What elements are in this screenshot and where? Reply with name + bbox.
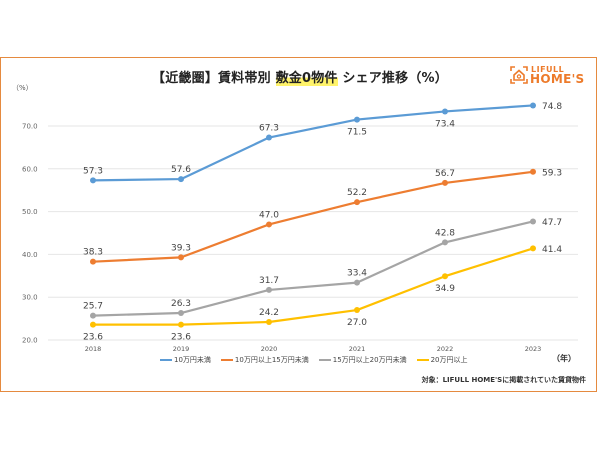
series-line <box>92 104 534 182</box>
y-tick-label: 60.0 <box>22 165 38 173</box>
data-point <box>266 319 272 326</box>
title-highlight: 敷金0物件 <box>275 71 338 86</box>
chart-legend: 10万円未満 10万円以上15万円未満 15万円以上20万円未満 20万円以上 <box>160 355 468 365</box>
y-tick-label: 30.0 <box>22 294 38 302</box>
data-label: 41.4 <box>542 245 562 255</box>
x-tick-label: 2020 <box>261 345 278 353</box>
logo-text-big: HOME'S <box>530 72 585 86</box>
x-tick-label: 2022 <box>437 345 454 353</box>
data-point <box>530 245 536 252</box>
chart-frame <box>0 57 597 392</box>
data-point <box>354 116 360 123</box>
footnote: 対象：LIFULL HOME'Sに掲載されていた賃貸物件 <box>421 376 586 384</box>
data-label: 67.3 <box>259 124 279 134</box>
title-suffix: シェア推移（%） <box>337 71 448 86</box>
chart-title: 【近畿圏】賃料帯別 敷金0物件 シェア推移（%） <box>0 67 600 86</box>
legend-label: 15万円以上20万円未満 <box>332 356 407 364</box>
data-label: 31.7 <box>259 276 279 286</box>
data-point <box>530 168 536 175</box>
data-point <box>90 312 96 319</box>
data-point <box>178 176 184 183</box>
legend-item: 10万円未満 <box>160 355 211 365</box>
y-tick-label: 50.0 <box>22 208 38 216</box>
series-lines <box>90 102 536 328</box>
data-label: 24.2 <box>259 308 279 318</box>
data-point <box>90 177 96 184</box>
logo-text-small: LIFULL <box>531 65 565 74</box>
data-label: 23.6 <box>83 333 103 343</box>
legend-item: 15万円以上20万円未満 <box>318 355 407 365</box>
legend-swatch <box>318 358 331 362</box>
legend-item: 10万円以上15万円未満 <box>220 355 309 365</box>
legend-item: 20万円以上 <box>416 355 468 365</box>
y-tick-label: 70.0 <box>22 123 38 131</box>
y-tick-label: 40.0 <box>22 251 38 259</box>
data-label: 39.3 <box>171 243 191 253</box>
series-line <box>92 220 534 317</box>
data-label: 42.8 <box>435 228 455 238</box>
title-prefix: 【近畿圏】賃料帯別 <box>152 71 276 86</box>
data-label: 52.2 <box>347 188 367 198</box>
data-label: 34.9 <box>435 284 455 294</box>
data-label: 23.6 <box>171 333 191 343</box>
series-line <box>93 247 534 326</box>
data-label: 59.3 <box>542 168 562 178</box>
data-point <box>530 218 536 225</box>
data-label: 47.7 <box>542 218 562 228</box>
legend-swatch <box>416 358 429 362</box>
data-point <box>442 179 448 186</box>
x-tick-label: 2021 <box>349 345 366 353</box>
legend-swatch <box>220 358 233 362</box>
data-point <box>266 134 272 141</box>
data-label: 47.0 <box>259 210 279 220</box>
data-point <box>178 321 184 328</box>
lifull-homes-logo: LIFULL HOME'S <box>510 64 590 88</box>
gridlines <box>48 125 578 341</box>
x-tick-labels: 2018 2019 2020 2021 2022 2023 <box>85 345 542 353</box>
data-label: 73.4 <box>435 119 455 129</box>
data-point <box>354 199 360 206</box>
legend-swatch <box>160 358 172 362</box>
data-point <box>266 221 272 228</box>
data-label: 26.3 <box>171 299 191 309</box>
x-tick-label: 2023 <box>525 345 542 353</box>
data-point <box>354 307 360 314</box>
data-label: 57.3 <box>83 166 103 176</box>
data-point <box>442 108 448 115</box>
house-icon <box>510 66 528 84</box>
legend-label: 10万円未満 <box>174 356 211 364</box>
data-point <box>442 239 448 246</box>
y-axis-unit: （%） <box>12 84 33 92</box>
data-point <box>266 286 272 293</box>
x-tick-label: 2018 <box>85 345 102 353</box>
data-label: 38.3 <box>83 248 103 258</box>
series-line <box>92 170 534 263</box>
data-point <box>354 279 360 286</box>
data-labels: 57.3 57.6 67.3 71.5 73.4 74.8 38.3 39.3 47.0 52.2… <box>83 102 562 343</box>
y-tick-label: 20.0 <box>22 337 38 345</box>
data-label: 27.0 <box>347 318 367 328</box>
data-label: 56.7 <box>435 169 455 179</box>
x-tick-label: 2019 <box>173 345 190 353</box>
data-point <box>530 102 536 109</box>
y-tick-labels: 20.0 30.0 40.0 50.0 60.0 70.0 <box>22 123 38 345</box>
data-label: 74.8 <box>542 102 562 112</box>
data-label: 57.6 <box>171 165 191 175</box>
data-point <box>178 254 184 261</box>
data-label: 25.7 <box>83 302 103 312</box>
x-axis-unit: （年） <box>552 354 576 363</box>
legend-label: 10万円以上15万円未満 <box>234 356 309 364</box>
data-point <box>90 258 96 265</box>
data-label: 33.4 <box>347 269 367 279</box>
data-point <box>178 310 184 317</box>
data-label: 71.5 <box>347 128 367 138</box>
legend-label: 20万円以上 <box>430 356 468 364</box>
data-point <box>442 273 448 280</box>
data-point <box>90 321 96 328</box>
